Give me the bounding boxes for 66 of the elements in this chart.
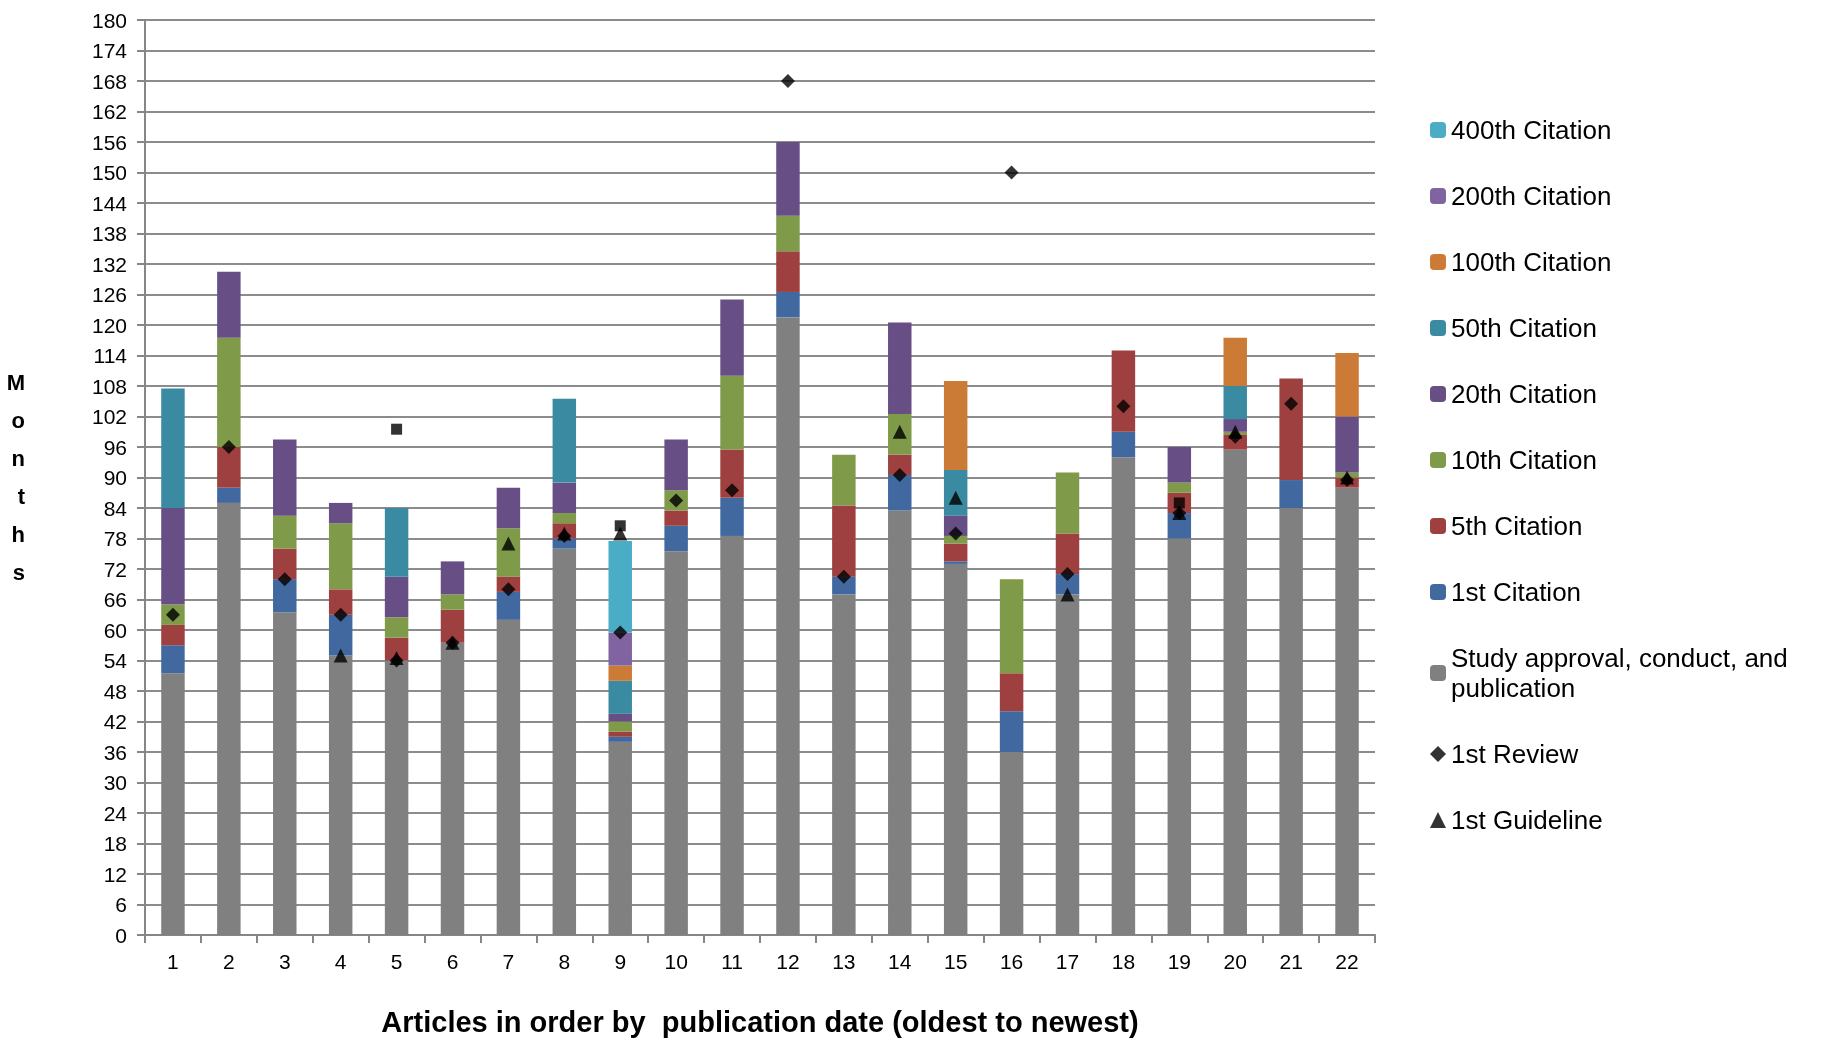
x-tick-label: 8 xyxy=(558,950,571,973)
legend-label: 50th Citation xyxy=(1451,313,1597,343)
legend-label: 1st Citation xyxy=(1451,577,1582,607)
y-tick-label: 180 xyxy=(91,8,127,32)
y-tick-label: 24 xyxy=(103,801,128,825)
x-tick-label: 14 xyxy=(888,950,912,973)
y-axis-title: Months xyxy=(6,370,26,585)
x-tick-label: 18 xyxy=(1111,950,1136,973)
y-tick-label: 150 xyxy=(91,161,127,184)
y-tick-label: 18 xyxy=(103,832,127,855)
legend-label: 1st Guideline xyxy=(1451,805,1603,835)
x-tick-label: 16 xyxy=(999,950,1024,973)
y-tick-label: 72 xyxy=(103,557,127,581)
y-tick-label: 54 xyxy=(103,649,128,672)
y-tick-label: 0 xyxy=(115,923,127,947)
y-tick-label: 132 xyxy=(91,252,127,276)
y-tick-label: 96 xyxy=(103,435,127,459)
y-tick-label: 12 xyxy=(103,862,127,886)
x-tick-label: 20 xyxy=(1223,950,1247,973)
y-tick-label: 42 xyxy=(103,710,127,733)
y-tick-label: 84 xyxy=(103,496,128,520)
legend-label: 20th Citation xyxy=(1451,379,1597,409)
y-tick-label: 60 xyxy=(103,618,127,642)
x-tick-label: 3 xyxy=(278,950,291,973)
legend-label: 10th Citation xyxy=(1451,445,1597,475)
y-tick-label: 162 xyxy=(91,100,127,123)
y-tick-label: 6 xyxy=(115,893,127,916)
x-tick-label: 1 xyxy=(167,950,179,973)
x-tick-label: 13 xyxy=(832,950,856,973)
y-tick-label: 30 xyxy=(103,771,127,794)
y-tick-label: 114 xyxy=(93,344,128,367)
y-tick-label: 144 xyxy=(91,191,128,215)
x-tick-label: 9 xyxy=(614,950,627,973)
legend-label: 1st Review xyxy=(1451,739,1579,769)
legend-label: 100th Citation xyxy=(1451,247,1612,277)
x-axis-title: Articles in order by publication date (oldest to newest) xyxy=(381,1005,1139,1038)
y-tick-label: 156 xyxy=(91,130,127,154)
x-tick-label: 22 xyxy=(1335,950,1359,973)
legend-label: Study approval, conduct, and publication xyxy=(1451,643,1796,703)
y-tick-label: 36 xyxy=(103,740,127,764)
y-tick-label: 108 xyxy=(91,374,127,398)
y-tick-label: 66 xyxy=(103,588,127,611)
y-tick-label: 120 xyxy=(91,313,127,337)
y-tick-label: 48 xyxy=(103,679,127,703)
legend-label: 200th Citation xyxy=(1451,181,1612,211)
x-tick-label: 6 xyxy=(446,950,459,973)
y-tick-label: 90 xyxy=(103,466,127,489)
legend-label: 400th Citation xyxy=(1451,115,1612,145)
x-tick-label: 5 xyxy=(390,950,403,973)
x-tick-label: 10 xyxy=(664,950,688,973)
y-tick-label: 102 xyxy=(91,405,127,428)
x-tick-label: 21 xyxy=(1279,950,1303,973)
x-tick-label: 12 xyxy=(776,950,800,973)
x-tick-label: 11 xyxy=(721,950,743,973)
x-tick-label: 17 xyxy=(1055,950,1080,973)
legend-label: 5th Citation xyxy=(1451,511,1583,541)
x-tick-label: 19 xyxy=(1167,950,1191,973)
y-tick-label: 126 xyxy=(91,283,127,306)
x-tick-label: 4 xyxy=(334,950,347,973)
y-tick-label: 168 xyxy=(91,69,127,93)
y-tick-label: 78 xyxy=(103,527,127,550)
y-tick-label: 138 xyxy=(91,222,127,245)
x-tick-label: 15 xyxy=(944,950,968,973)
x-tick-label: 7 xyxy=(502,950,515,973)
y-tick-label: 174 xyxy=(91,39,128,62)
x-tick-label: 2 xyxy=(223,950,235,973)
